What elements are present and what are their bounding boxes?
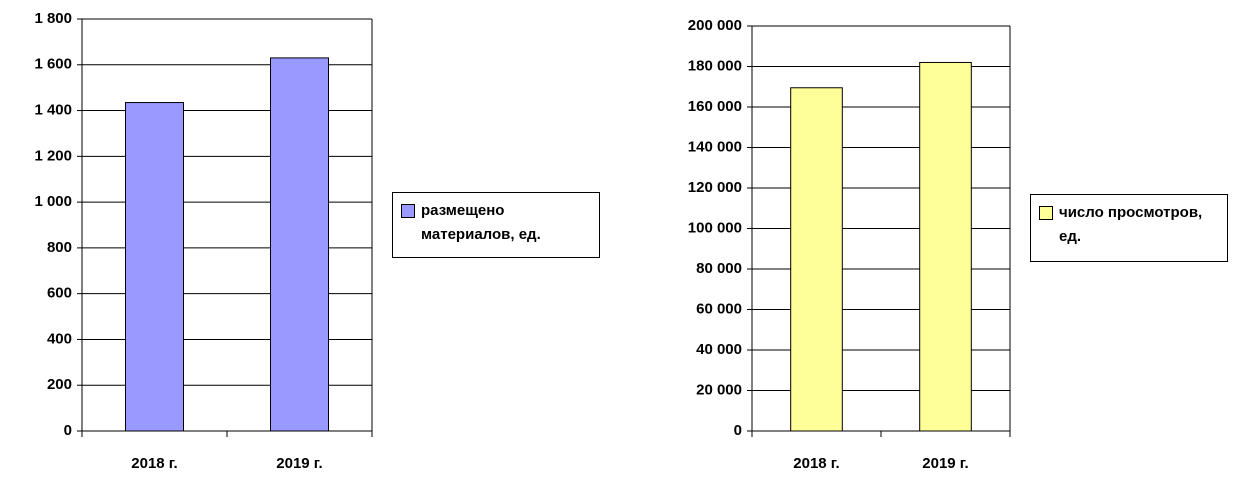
y-tick-label: 0 bbox=[64, 422, 72, 439]
bar bbox=[790, 87, 843, 432]
y-tick-label: 600 bbox=[47, 285, 72, 302]
y-tick-label: 800 bbox=[47, 239, 72, 256]
y-tick-label: 1 000 bbox=[34, 193, 72, 210]
x-tick-label: 2018 г. bbox=[793, 455, 839, 472]
y-tick-label: 1 400 bbox=[34, 102, 72, 119]
y-tick-label: 140 000 bbox=[688, 138, 742, 155]
legend: размещено материалов, ед. bbox=[392, 192, 600, 258]
bar bbox=[919, 61, 972, 432]
y-tick-label: 1 800 bbox=[34, 10, 72, 27]
x-tick-label: 2018 г. bbox=[131, 455, 177, 472]
legend-swatch bbox=[401, 204, 415, 218]
y-tick-label: 160 000 bbox=[688, 98, 742, 115]
y-tick-label: 120 000 bbox=[688, 179, 742, 196]
y-tick-label: 1 600 bbox=[34, 56, 72, 73]
y-tick-label: 400 bbox=[47, 330, 72, 347]
y-tick-label: 80 000 bbox=[696, 260, 742, 277]
bar bbox=[270, 57, 329, 432]
y-tick-label: 0 bbox=[734, 422, 742, 439]
y-tick-label: 200 bbox=[47, 376, 72, 393]
y-tick-label: 180 000 bbox=[688, 57, 742, 74]
legend-swatch bbox=[1039, 206, 1053, 220]
y-tick-label: 40 000 bbox=[696, 341, 742, 358]
y-tick-label: 200 000 bbox=[688, 17, 742, 34]
legend: число просмотров, ед. bbox=[1030, 194, 1228, 262]
y-tick-label: 20 000 bbox=[696, 381, 742, 398]
y-tick-label: 60 000 bbox=[696, 300, 742, 317]
y-tick-label: 1 200 bbox=[34, 147, 72, 164]
legend-label: размещено материалов, ед. bbox=[421, 202, 541, 243]
legend-label: число просмотров, ед. bbox=[1059, 204, 1203, 245]
bar bbox=[125, 102, 184, 432]
x-tick-label: 2019 г. bbox=[276, 455, 322, 472]
y-tick-label: 100 000 bbox=[688, 219, 742, 236]
x-tick-label: 2019 г. bbox=[922, 455, 968, 472]
